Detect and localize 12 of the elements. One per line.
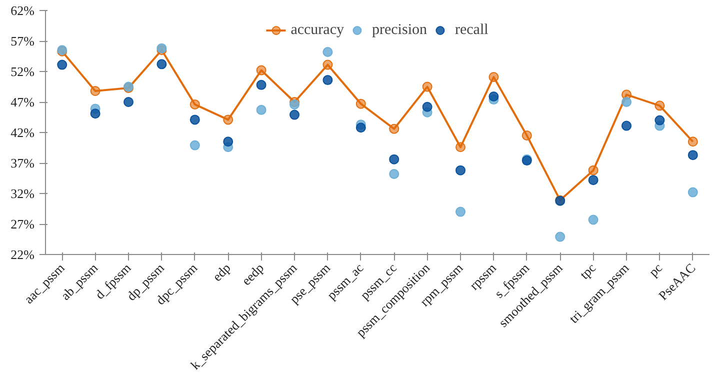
legend-label: accuracy (290, 22, 344, 38)
y-tick-label: 37% (10, 156, 35, 170)
y-tick-label: 22% (10, 247, 35, 262)
y-tick-label: 42% (10, 125, 35, 140)
y-tick-label: 32% (10, 186, 35, 201)
y-tick-label: 52% (10, 64, 35, 79)
y-tick-label: 47% (10, 94, 35, 110)
y-tick-label: 27% (10, 216, 35, 232)
legend-label: recall (454, 22, 488, 38)
y-tick-label: 62% (10, 3, 35, 18)
y-tick-label: 57% (10, 34, 35, 48)
legend-label: precision (372, 22, 427, 38)
